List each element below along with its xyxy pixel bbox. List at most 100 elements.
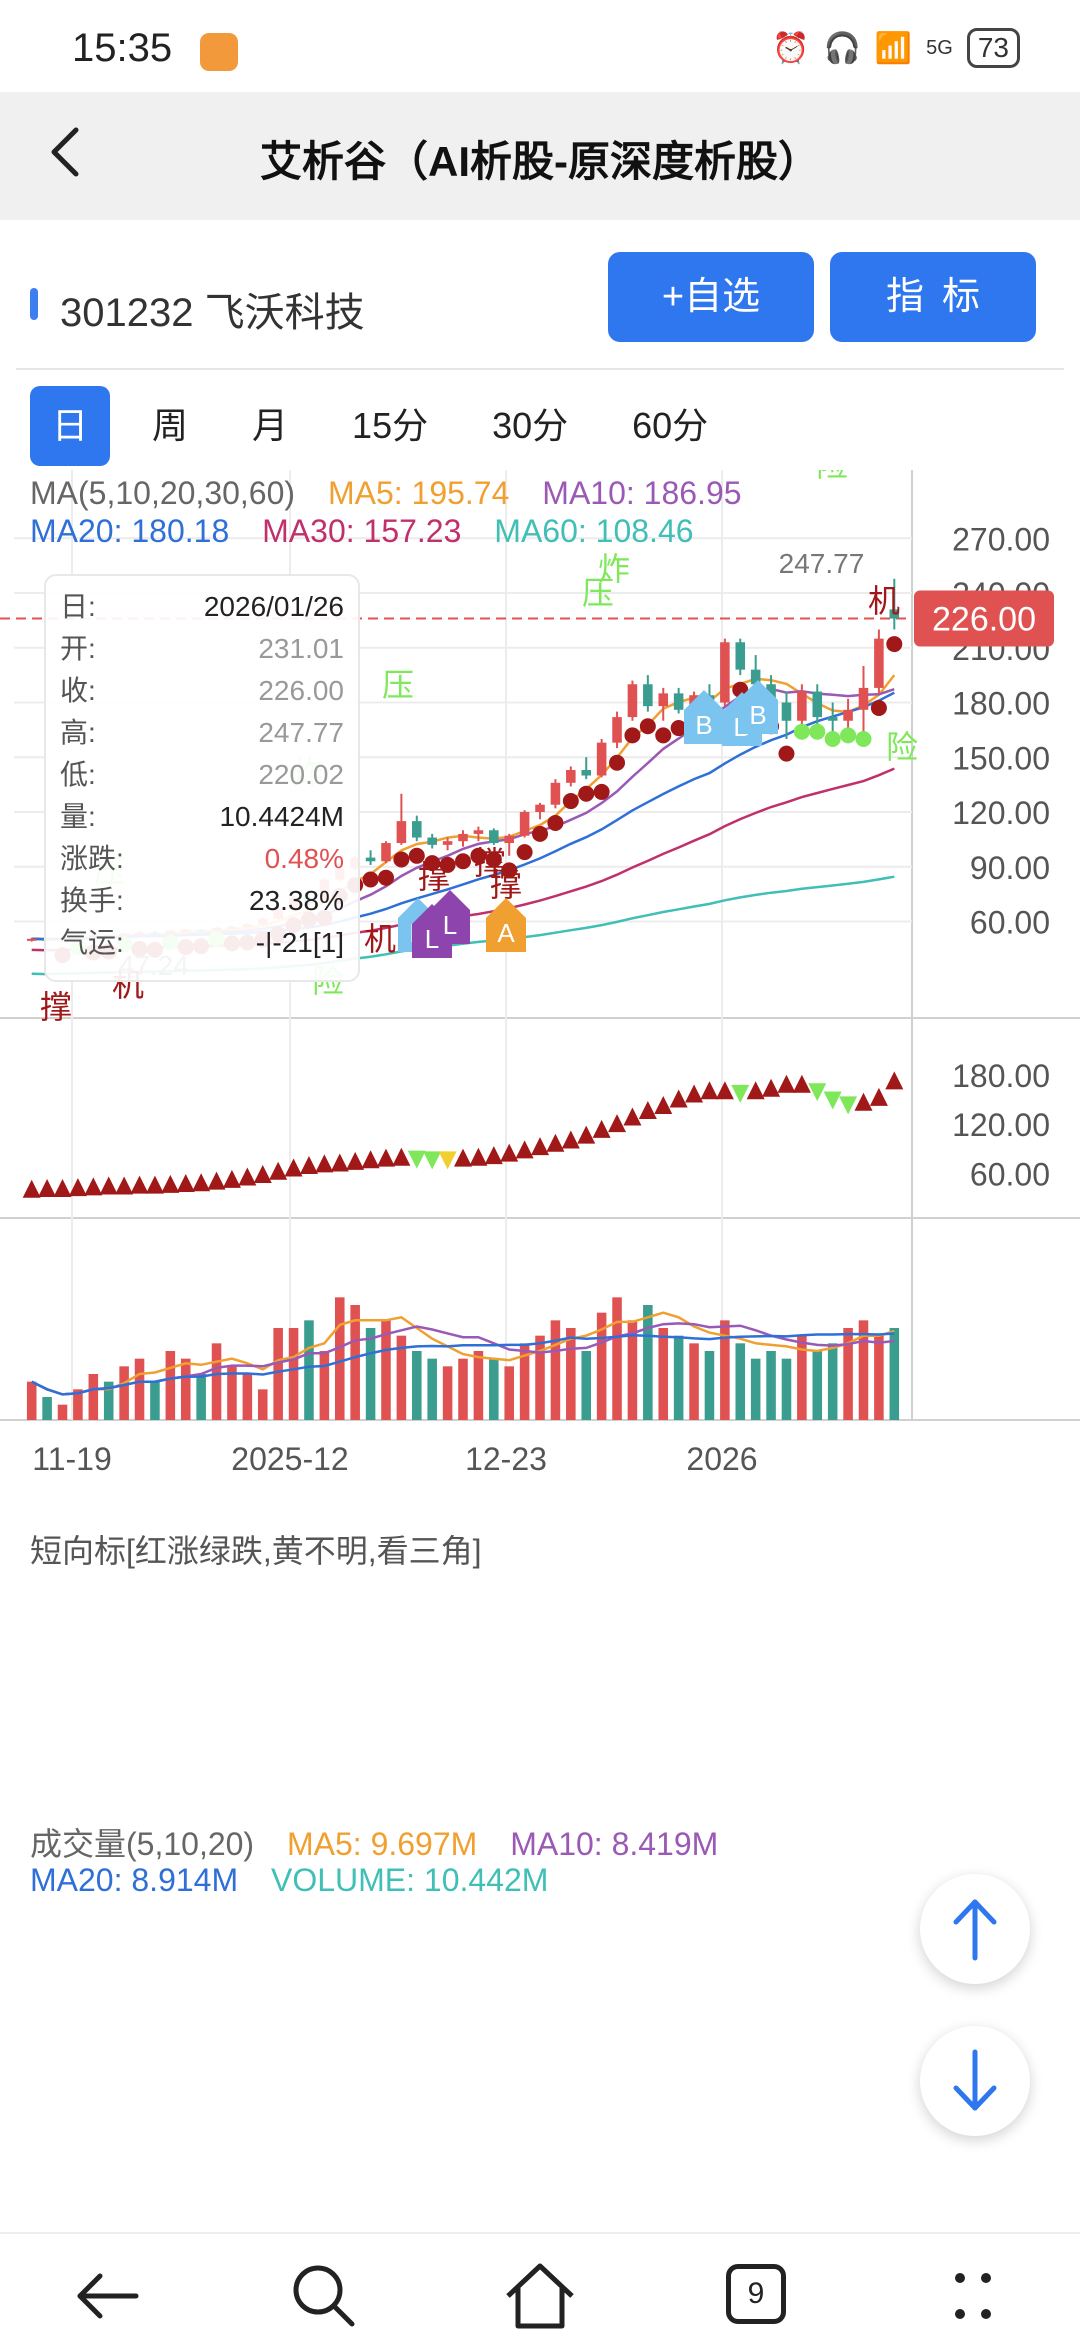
short-triangle bbox=[361, 1150, 380, 1169]
candle-body bbox=[735, 642, 746, 670]
tab-month[interactable]: 月 bbox=[252, 405, 289, 446]
nav-menu-icon[interactable] bbox=[932, 2256, 1012, 2336]
nav-back-icon[interactable] bbox=[68, 2256, 148, 2336]
nav-tabs-button[interactable]: 9 bbox=[716, 2256, 796, 2336]
stock-header: 301232 飞沃科技 +自选 指标 bbox=[0, 240, 1080, 360]
red-signal-dot bbox=[624, 727, 641, 744]
volume-bar bbox=[381, 1320, 391, 1420]
volume-bar bbox=[103, 1381, 114, 1420]
ma5-label: MA5: 195.74 bbox=[327, 475, 510, 511]
scroll-up-button[interactable] bbox=[920, 1874, 1030, 1984]
add-watchlist-button[interactable]: +自选 bbox=[608, 252, 814, 342]
short-triangle bbox=[269, 1161, 288, 1180]
candle-body bbox=[458, 833, 468, 842]
candle-body bbox=[596, 742, 607, 776]
volume-bar bbox=[319, 1351, 330, 1420]
volume-bar bbox=[581, 1351, 592, 1420]
volume-bar bbox=[165, 1351, 176, 1420]
volume-bar bbox=[26, 1381, 37, 1420]
red-signal-dot bbox=[670, 720, 687, 737]
short-triangle bbox=[854, 1092, 873, 1111]
short-triangle bbox=[669, 1089, 688, 1108]
status-icons: ⏰ 🎧 📶 5G 73 bbox=[772, 28, 1020, 68]
info-row: 开: 231.01 bbox=[60, 633, 344, 664]
info-row: 高: 247.77 bbox=[60, 717, 344, 748]
tab-60min[interactable]: 60分 bbox=[632, 405, 709, 446]
short-triangle bbox=[253, 1165, 272, 1184]
candle-body bbox=[489, 830, 499, 844]
volume-bar bbox=[442, 1366, 453, 1420]
candle-body bbox=[396, 821, 407, 844]
volume-ma20-line bbox=[31, 1332, 895, 1396]
short-triangle bbox=[546, 1133, 565, 1152]
volume-bars bbox=[26, 1297, 900, 1420]
short-tick-label: 120.00 bbox=[952, 1107, 1050, 1143]
tab-day[interactable]: 日 bbox=[30, 386, 111, 466]
red-signal-dot bbox=[408, 847, 425, 864]
candle-body bbox=[843, 709, 853, 721]
volume-bar bbox=[134, 1358, 145, 1420]
volume-bar bbox=[643, 1305, 653, 1420]
status-bar: 15:35 ⏰ 🎧 📶 5G 73 bbox=[0, 0, 1080, 92]
add-tag-label: A bbox=[497, 918, 515, 948]
volume-bar bbox=[673, 1335, 684, 1420]
red-signal-dot bbox=[439, 856, 456, 873]
indicator-button[interactable]: 指标 bbox=[830, 252, 1036, 342]
tab-15min[interactable]: 15分 bbox=[352, 405, 429, 446]
short-triangle bbox=[531, 1137, 550, 1156]
green-signal-dot bbox=[855, 731, 872, 747]
volume-label: VOLUME: 10.442M bbox=[271, 1862, 549, 1898]
green-signal-dot bbox=[824, 731, 841, 747]
explode-marker: 炸 bbox=[598, 550, 630, 588]
short-triangle bbox=[315, 1154, 334, 1173]
back-arrow-icon[interactable] bbox=[38, 122, 98, 182]
short-triangle bbox=[454, 1148, 472, 1167]
volume-bar bbox=[519, 1343, 530, 1420]
ma-legend-title: MA(5,10,20,30,60) bbox=[30, 475, 296, 511]
volume-bar bbox=[473, 1351, 484, 1420]
scroll-down-button[interactable] bbox=[920, 2026, 1030, 2136]
volume-bar bbox=[396, 1335, 407, 1420]
volume-bar bbox=[874, 1335, 884, 1420]
tab-week[interactable]: 周 bbox=[152, 405, 189, 446]
alarm-icon: ⏰ bbox=[772, 31, 810, 65]
price-tick-label: 90.00 bbox=[970, 850, 1050, 886]
info-row: 涨跌: 0.48% bbox=[60, 843, 344, 874]
candle-body bbox=[442, 841, 453, 845]
short-triangle bbox=[22, 1179, 41, 1198]
tab-30min[interactable]: 30分 bbox=[492, 405, 569, 446]
candle-body bbox=[673, 693, 684, 710]
arrow-down-icon bbox=[953, 2049, 997, 2111]
period-tabs: 日 周 月 15分 30分 60分 bbox=[30, 386, 750, 466]
long-tag-label: L bbox=[443, 910, 457, 940]
bottom-nav-bar: 9 bbox=[0, 2232, 1080, 2352]
volume-bar bbox=[350, 1305, 360, 1420]
red-signal-dot bbox=[547, 814, 564, 831]
red-signal-dot bbox=[778, 745, 795, 762]
volume-bar bbox=[889, 1328, 900, 1420]
add-tag bbox=[486, 898, 526, 952]
price-tick-label: 60.00 bbox=[970, 905, 1050, 941]
short-triangle bbox=[438, 1151, 457, 1170]
volume-bar bbox=[242, 1374, 253, 1420]
buy-tag-label: B bbox=[749, 700, 766, 730]
volume-bar bbox=[57, 1404, 68, 1420]
short-indicator bbox=[22, 1071, 904, 1198]
short-triangle bbox=[685, 1084, 704, 1103]
red-signal-dot bbox=[870, 699, 887, 716]
short-triangle bbox=[207, 1171, 226, 1190]
nav-search-icon[interactable] bbox=[284, 2256, 364, 2336]
title-bar: 艾析谷（AI析股-原深度析股） bbox=[0, 92, 1080, 220]
volume-bar bbox=[42, 1397, 52, 1420]
current-price-tag bbox=[914, 590, 1054, 647]
red-signal-dot bbox=[362, 871, 379, 888]
risk-marker: 险 bbox=[886, 728, 918, 766]
kline-chart[interactable]: 压压压炸炸险险险机机机撑撑撑撑BLLABBB 270.00240.00210.0… bbox=[0, 470, 1080, 2190]
candle-body bbox=[827, 717, 838, 721]
short-triangle bbox=[330, 1153, 349, 1172]
nav-home-icon[interactable] bbox=[500, 2256, 580, 2336]
red-signal-dot bbox=[593, 783, 610, 800]
current-price-label: 226.00 bbox=[932, 601, 1036, 639]
short-triangle bbox=[192, 1173, 211, 1192]
volume-bar bbox=[304, 1320, 314, 1420]
